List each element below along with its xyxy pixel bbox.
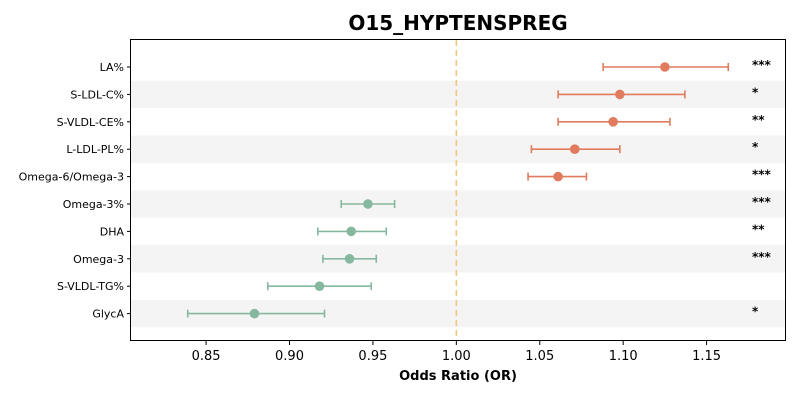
significance-label: *** bbox=[752, 168, 772, 182]
x-tick-label: 0.95 bbox=[358, 349, 387, 364]
row-bands bbox=[131, 80, 785, 328]
or-point bbox=[346, 226, 357, 237]
row-band bbox=[131, 135, 785, 163]
plot-frame bbox=[130, 39, 786, 341]
or-point bbox=[569, 144, 580, 154]
x-axis-title: Odds Ratio (OR) bbox=[399, 369, 517, 384]
or-point bbox=[553, 171, 563, 182]
significance-label: *** bbox=[752, 58, 772, 72]
or-point bbox=[615, 89, 625, 100]
or-point bbox=[660, 62, 670, 72]
y-tick-label: DHA bbox=[100, 225, 125, 238]
y-tick-label: GlycA bbox=[92, 308, 124, 321]
y-tick-label: S-VLDL-TG% bbox=[57, 280, 124, 293]
significance-label: ** bbox=[752, 222, 765, 236]
y-axis: LA% S-LDL-C% S-VLDL-CE% L-LDL-PL% Omega-6/Om… bbox=[19, 61, 131, 321]
x-tick-label: 0.85 bbox=[192, 349, 221, 364]
or-point bbox=[344, 253, 355, 264]
or-point bbox=[249, 308, 260, 319]
significance-label: *** bbox=[752, 195, 772, 209]
significance-label: * bbox=[752, 85, 759, 99]
x-axis: 0.85 0.90 0.95 1.00 1.05 1.10 1.15 bbox=[192, 340, 721, 364]
x-tick-label: 0.90 bbox=[275, 349, 304, 364]
y-tick-label: LA% bbox=[100, 61, 124, 74]
significance-label: ** bbox=[752, 113, 765, 127]
or-point bbox=[314, 281, 325, 292]
y-tick-label: Omega-3% bbox=[63, 198, 124, 211]
y-tick-label: L-LDL-PL% bbox=[66, 143, 124, 156]
significance-label: * bbox=[752, 140, 759, 154]
significance-labels: ******************* bbox=[752, 58, 772, 319]
y-tick-label: Omega-6/Omega-3 bbox=[19, 171, 124, 184]
significance-label: *** bbox=[752, 250, 772, 264]
y-tick-label: S-LDL-C% bbox=[70, 88, 124, 101]
chart-title: O15_HYPTENSPREG bbox=[348, 11, 567, 35]
or-point bbox=[363, 199, 373, 209]
x-tick-label: 1.05 bbox=[525, 349, 554, 364]
y-tick-label: Omega-3 bbox=[73, 253, 124, 266]
y-tick-label: S-VLDL-CE% bbox=[57, 116, 124, 129]
data-marks bbox=[186, 62, 730, 319]
or-point bbox=[608, 117, 618, 127]
x-tick-label: 1.00 bbox=[442, 349, 471, 364]
x-tick-label: 1.10 bbox=[609, 349, 638, 364]
significance-label: * bbox=[752, 305, 759, 319]
row-band bbox=[131, 80, 785, 109]
row-band bbox=[131, 245, 785, 273]
row-band bbox=[131, 190, 785, 218]
x-tick-label: 1.15 bbox=[692, 349, 721, 364]
